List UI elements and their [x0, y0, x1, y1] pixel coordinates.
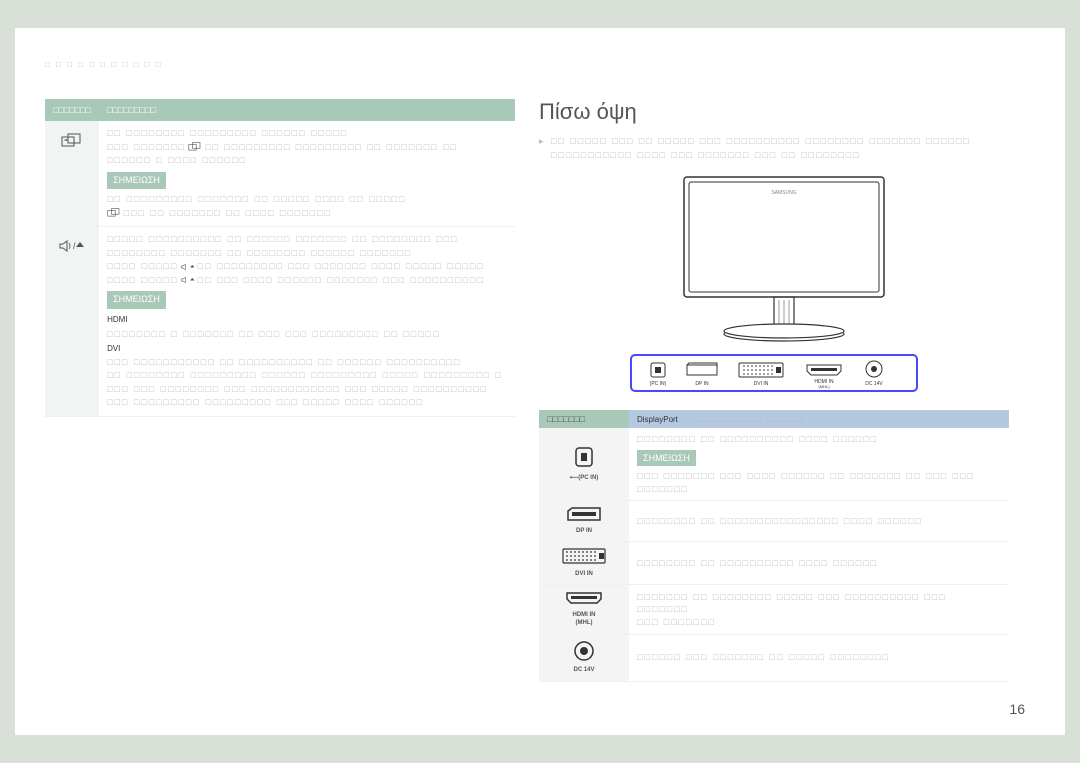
hdmi-port-icon — [565, 591, 603, 605]
dviin-port-cell: DVI IN — [539, 542, 629, 585]
dc14v-desc: □□□□□□ □□□ □□□□□□□ □□ □□□□□ □□□□□□□□ — [637, 652, 890, 662]
row2-note0: □□□□□□□□ □ □□□□□□□ □□ □□□ □□□ □□□□□□□□□ … — [107, 329, 440, 339]
row1-note1: □□ □□□□□□□□□ □□□□□□□ □□ □□□□□ □□□□ □□ □□… — [107, 194, 406, 204]
port-desc: □□□□□□□□ □□ □□□□□□□□□□ □□□□ □□□□□□ — [629, 542, 1009, 585]
row1-text2: □□□ □□□□□□□ — [107, 142, 186, 152]
table-row: □□ □□□□□□□□ □□□□□□□□□ □□□□□□ □□□□□ □□□ □… — [45, 121, 515, 227]
table-row: ⟵(PC IN) □□□□□□□□ □□ □□□□□□□□□□ □□□□ □□□… — [539, 428, 1009, 501]
table-row: DC 14V □□□□□□ □□□ □□□□□□□ □□ □□□□□ □□□□□… — [539, 634, 1009, 681]
left-header-2: □□□□□□□□□ — [99, 99, 515, 121]
row2-text4: □□ □□□□□□□□□ □□□ □□□□□□□ □□□□ □□□□□ □□□□… — [198, 261, 485, 271]
volume-up-icon-inline2 — [181, 275, 195, 285]
table-header-row: □□□□□□□ DisplayPort □□□□□□□□□ □□□□□ — [539, 410, 1009, 428]
displayport-icon — [566, 507, 602, 521]
port-label: DP IN — [543, 527, 625, 535]
port-desc: □□□□□□□□ □□ □□□□□□□□□□□□□□□□ □□□□ □□□□□□ — [629, 501, 1009, 542]
right-header-1: □□□□□□□ — [539, 410, 629, 428]
hdmiin-desc2: □□□ □□□□□□□ — [637, 617, 716, 627]
table-row: DVI IN □□□□□□□□ □□ □□□□□□□□□□ □□□□ □□□□□… — [539, 542, 1009, 585]
page: □ □ □ □ □ □ □ □ □ □ □ □□□□□□□ □□□□□□□□□ — [15, 28, 1065, 735]
row2-note4: □□□ □□□□□□□□□ □□□□□□□□□ □□□ □□□□□ □□□□ □… — [107, 397, 424, 407]
right-header-2: DisplayPort □□□□□□□□□ □□□□□ — [629, 410, 1009, 428]
dviin-desc: □□□□□□□□ □□ □□□□□□□□□□ □□□□ □□□□□□ — [637, 558, 878, 568]
svg-text:DVI IN: DVI IN — [754, 381, 769, 387]
dvi-port-icon — [562, 548, 606, 564]
power-port-icon — [574, 641, 594, 661]
right-column: Πίσω όψη □□ □□□□□ □□□ □□ □□□□□ □□□ □□□□□… — [539, 99, 1009, 682]
dvi-label: DVI — [107, 344, 120, 353]
row1-text4: □□□□□□ □ □□□□ □□□□□□ — [107, 155, 247, 165]
source-icon-inline — [188, 142, 202, 152]
port-desc: □□□□□□ □□□ □□□□□□□ □□ □□□□□ □□□□□□□□ — [629, 634, 1009, 681]
row2-note2: □□ □□□□□□□□ □□□□□□□□□ □□□□□□ □□□□□□□□□ □… — [107, 370, 503, 380]
row2-text1: □□□□□ □□□□□□□□□□ □□ □□□□□□ □□□□□□□ □□ □□… — [107, 234, 458, 244]
row2-text6: □□ □□□ □□□□ □□□□□□ □□□□□□□ □□□ □□□□□□□□□… — [198, 275, 485, 285]
section-title: Πίσω όψη — [539, 99, 1009, 125]
row2-text5: □□□□ □□□□□ — [107, 275, 178, 285]
row1-text1: □□ □□□□□□□□ □□□□□□□□□ □□□□□□ □□□□□ — [107, 128, 348, 138]
note-label: ΣΗΜΕΙΩΣΗ — [107, 291, 166, 309]
section-bullet: □□ □□□□□ □□□ □□ □□□□□ □□□ □□□□□□□□□□ □□□… — [539, 135, 1009, 162]
source-icon-cell — [45, 121, 99, 227]
row1-note2: □□□ □□ □□□□□□□ □□ □□□□ □□□□□□□ — [124, 208, 332, 218]
table-header-row: □□□□□□□ □□□□□□□□□ — [45, 99, 515, 121]
pcin-desc: □□□□□□□□ □□ □□□□□□□□□□ □□□□ □□□□□□ — [637, 434, 878, 444]
port-label: HDMI IN(MHL) — [543, 611, 625, 628]
source-icon — [61, 133, 83, 149]
table-row: / □□□□□ □□□□□□□□□□ □□ □□□□□□ □□□□□□□ □□ … — [45, 227, 515, 417]
svg-text:(PC IN): (PC IN) — [650, 381, 667, 387]
buttons-table: □□□□□□□ □□□□□□□□□ □□ □□□□□□□□ □□□□□□□□□ … — [45, 99, 515, 417]
dpin-port-cell: DP IN — [539, 501, 629, 542]
row2-text2: □□□□□□□□ □□□□□□□ □□ □□□□□□□□ □□□□□□ □□□□… — [107, 248, 412, 258]
note-label: ΣΗΜΕΙΩΣΗ — [637, 450, 696, 467]
usb-port-icon — [572, 446, 596, 468]
port-label: DC 14V — [543, 666, 625, 674]
dpin-desc: □□□□□□□□ □□ □□□□□□□□□□□□□□□□ □□□□ □□□□□□ — [637, 516, 923, 526]
volume-up-icon-inline — [181, 262, 195, 272]
left-column: □□□□□□□ □□□□□□□□□ □□ □□□□□□□□ □□□□□□□□□ … — [45, 99, 515, 682]
row-body: □□□□□ □□□□□□□□□□ □□ □□□□□□ □□□□□□□ □□ □□… — [99, 227, 515, 417]
content-columns: □□□□□□□ □□□□□□□□□ □□ □□□□□□□□ □□□□□□□□□ … — [45, 99, 1035, 682]
brand-label: SAMSUNG — [771, 190, 796, 196]
hdmiin-desc: □□□□□□□ □□ □□□□□□□□ □□□□□ □□□ □□□□□□□□□□… — [637, 592, 947, 615]
row2-note3: □□□ □□□ □□□□□□□□ □□□ □□□□□□□□□□□□ □□□ □□… — [107, 384, 488, 394]
svg-text:/: / — [73, 241, 76, 251]
row2-text3: □□□□ □□□□□ — [107, 261, 178, 271]
page-number: 16 — [1009, 701, 1025, 717]
volume-up-icon: / — [59, 239, 85, 253]
source-icon-inline2 — [107, 208, 121, 218]
pcin-note: □□□ □□□□□□□ □□□ □□□□ □□□□□□ □□ □□□□□□□ □… — [637, 471, 975, 494]
svg-text:(MHL): (MHL) — [818, 384, 830, 389]
port-label: DVI IN — [543, 570, 625, 578]
port-desc: □□□□□□□ □□ □□□□□□□□ □□□□□ □□□ □□□□□□□□□□… — [629, 585, 1009, 634]
monitor-diagram: SAMSUNG — [629, 172, 919, 347]
pcin-port-cell: ⟵(PC IN) — [539, 428, 629, 501]
volume-icon-cell: / — [45, 227, 99, 417]
ports-table: □□□□□□□ DisplayPort □□□□□□□□□ □□□□□ ⟵(PC… — [539, 410, 1009, 682]
note-label: ΣΗΜΕΙΩΣΗ — [107, 172, 166, 190]
port-desc: □□□□□□□□ □□ □□□□□□□□□□ □□□□ □□□□□□ ΣΗΜΕΙ… — [629, 428, 1009, 501]
hdmiin-port-cell: HDMI IN(MHL) — [539, 585, 629, 634]
left-header-1: □□□□□□□ — [45, 99, 99, 121]
hdmi-label: HDMI — [107, 315, 127, 324]
table-row: HDMI IN(MHL) □□□□□□□ □□ □□□□□□□□ □□□□□ □… — [539, 585, 1009, 634]
dc14v-port-cell: DC 14V — [539, 634, 629, 681]
svg-text:DP IN: DP IN — [695, 381, 709, 387]
port-strip: (PC IN) DP IN DVI IN — [629, 353, 919, 400]
row1-text3: □□ □□□□□□□□□ □□□□□□□□□ □□ □□□□□□□ □□ — [205, 142, 458, 152]
row-body: □□ □□□□□□□□ □□□□□□□□□ □□□□□□ □□□□□ □□□ □… — [99, 121, 515, 227]
svg-text:DC 14V: DC 14V — [865, 381, 883, 387]
port-label: ⟵(PC IN) — [543, 474, 625, 482]
table-row: DP IN □□□□□□□□ □□ □□□□□□□□□□□□□□□□ □□□□ … — [539, 501, 1009, 542]
row2-note1: □□□ □□□□□□□□□□□ □□ □□□□□□□□□□ □□ □□□□□□ … — [107, 357, 461, 367]
page-header: □ □ □ □ □ □ □ □ □ □ □ — [45, 60, 1035, 69]
